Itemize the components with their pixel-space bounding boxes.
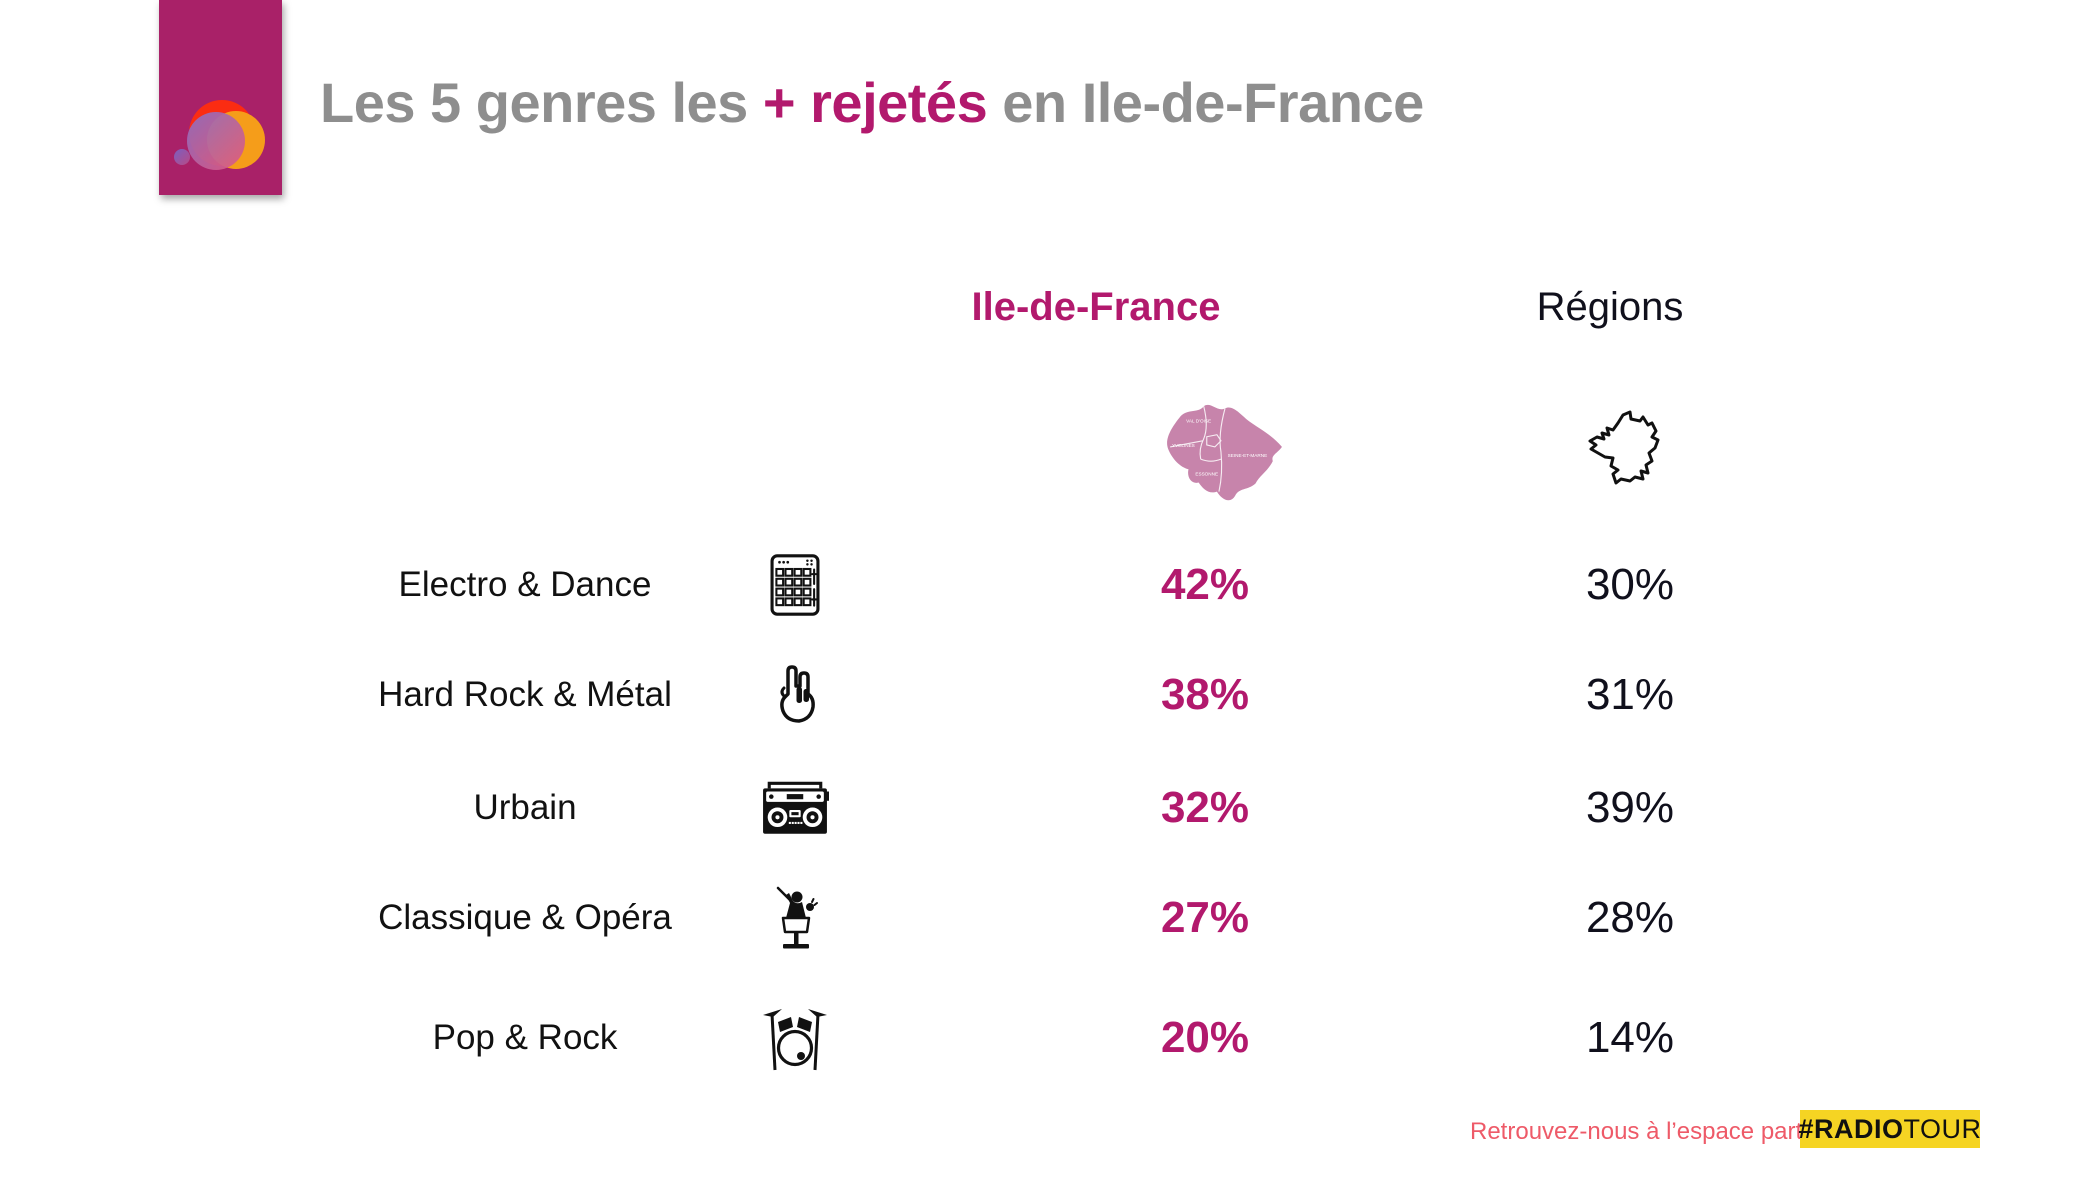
ile-de-france-map-icon: VAL D'OISE YVELINES ESSONNE SEINE-ET-MAR… xyxy=(1158,396,1286,508)
title-highlight: + rejetés xyxy=(762,71,988,134)
drum-machine-icon xyxy=(755,545,835,625)
title-part2: en Ile-de-France xyxy=(987,71,1424,134)
idf-value: 42% xyxy=(1160,560,1250,609)
map-label-val-doise: VAL D'OISE xyxy=(1186,419,1211,424)
badge-text-bold: #RADIO xyxy=(1798,1113,1904,1144)
table-row-urbain: Urbain xyxy=(0,768,2100,848)
regions-value: 30% xyxy=(1585,560,1675,609)
boombox-icon xyxy=(755,768,835,848)
genre-label: Hard Rock & Métal xyxy=(378,675,672,714)
column-header-regions: Régions xyxy=(1536,285,1684,329)
table-row-pop-rock: Pop & Rock 20% 14% xyxy=(0,998,2100,1078)
regions-value: 31% xyxy=(1585,670,1675,719)
column-header-ile-de-france: Ile-de-France xyxy=(971,285,1221,329)
drum-kit-icon xyxy=(755,998,835,1078)
table-row-electro-dance: Electro & Dance xyxy=(0,545,2100,625)
radiotour-logo xyxy=(159,0,282,195)
footer-note: Retrouvez-nous à l’espace partenaire xyxy=(1470,1118,1869,1145)
page-title: Les 5 genres les + rejetés en Ile-de-Fra… xyxy=(320,70,1920,135)
badge-text-light: TOUR xyxy=(1903,1113,1982,1144)
map-label-yvelines: YVELINES xyxy=(1172,443,1195,448)
idf-value: 27% xyxy=(1160,893,1250,942)
map-label-essonne: ESSONNE xyxy=(1195,471,1218,476)
regions-value: 28% xyxy=(1585,893,1675,942)
title-part1: Les 5 genres les xyxy=(320,71,763,134)
table-row-classique-opera: Classique & Opéra 27% 28% xyxy=(0,878,2100,958)
radiotour-badge: #RADIO TOUR xyxy=(1798,1110,1982,1148)
genre-label: Classique & Opéra xyxy=(378,898,672,937)
map-label-seine-et-marne: SEINE-ET-MARNE xyxy=(1228,453,1268,458)
genre-label: Urbain xyxy=(473,788,577,827)
idf-value: 38% xyxy=(1160,670,1250,719)
idf-value: 20% xyxy=(1160,1013,1250,1062)
regions-value: 39% xyxy=(1585,783,1675,832)
france-map-icon xyxy=(1585,408,1673,500)
conductor-icon xyxy=(755,878,835,958)
idf-value: 32% xyxy=(1160,783,1250,832)
genre-label: Pop & Rock xyxy=(432,1018,618,1057)
genre-label: Electro & Dance xyxy=(398,565,652,604)
regions-value: 14% xyxy=(1585,1013,1675,1062)
table-row-hard-rock-metal: Hard Rock & Métal 38% 31% xyxy=(0,655,2100,735)
logo-graphic xyxy=(159,0,282,195)
rock-hand-icon xyxy=(755,655,835,735)
